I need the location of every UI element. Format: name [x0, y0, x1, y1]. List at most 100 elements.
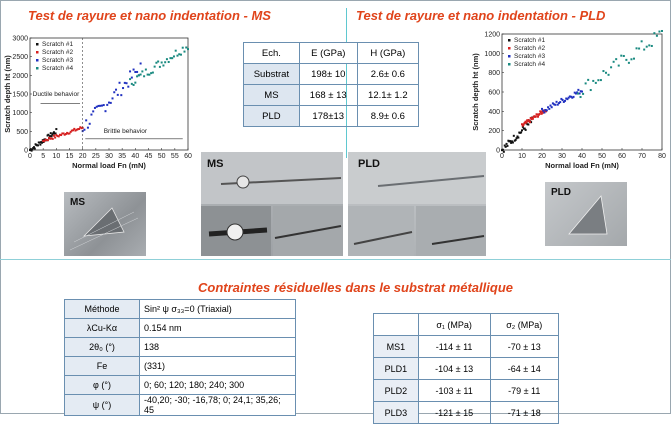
data-point — [62, 132, 65, 135]
legend-entry: Scratch #3 — [42, 57, 73, 64]
data-point — [577, 92, 579, 95]
data-point — [181, 46, 184, 49]
data-point — [127, 85, 130, 88]
data-point — [118, 81, 121, 84]
data-point — [549, 104, 552, 107]
x-tick-label: 25 — [92, 153, 100, 160]
data-point — [52, 134, 55, 137]
data-point — [97, 104, 100, 107]
data-point — [51, 137, 54, 140]
data-point — [104, 110, 107, 113]
divider-horizontal — [0, 259, 671, 260]
data-point — [185, 46, 188, 49]
data-point — [116, 93, 119, 96]
data-point — [524, 128, 527, 131]
photo-ms-scratch: MS — [201, 152, 343, 256]
table-cell: -70 ± 13 — [489, 335, 560, 358]
row-label: PLD2 — [373, 379, 419, 402]
data-point — [134, 81, 137, 84]
table-cell: -104 ± 13 — [417, 357, 491, 380]
y-tick-label: 500 — [16, 129, 28, 136]
data-point — [157, 60, 160, 63]
data-point — [61, 132, 64, 135]
table-row: Fe (331) — [64, 356, 296, 376]
table-row: MS1 -114 ± 11 -70 ± 13 — [373, 335, 560, 358]
data-point — [174, 49, 177, 52]
data-point — [538, 113, 541, 116]
data-point — [568, 95, 571, 98]
data-point — [63, 133, 66, 136]
data-point — [653, 32, 656, 35]
data-point — [73, 127, 76, 130]
table-row: 2θ₀ (°) 138 — [64, 337, 296, 357]
photo-label: PLD — [358, 158, 380, 170]
data-point — [86, 126, 89, 129]
legend-marker — [508, 55, 511, 58]
row-label: MS — [243, 84, 300, 106]
data-point — [565, 97, 568, 100]
x-tick-label: 80 — [658, 153, 666, 160]
x-axis-label: Normal load Fn (mN) — [72, 161, 146, 170]
data-point — [544, 108, 547, 111]
data-point — [129, 70, 132, 73]
y-tick-label: 1200 — [484, 32, 500, 39]
data-point — [36, 144, 39, 147]
row-label: Méthode — [64, 299, 140, 319]
table-cell: 8.9± 0.6 — [356, 105, 420, 127]
data-point — [120, 94, 123, 97]
data-point — [165, 58, 168, 61]
data-point — [554, 103, 557, 106]
x-tick-label: 20 — [79, 153, 87, 160]
legend-marker — [508, 63, 511, 66]
legend-entry: Scratch #2 — [514, 45, 545, 52]
data-point — [75, 128, 78, 131]
data-point — [129, 78, 132, 81]
data-point — [183, 50, 186, 53]
data-point — [547, 106, 550, 109]
data-point — [620, 54, 623, 57]
table-cell: 0.154 nm — [139, 318, 296, 338]
data-point — [50, 135, 53, 138]
data-point — [512, 134, 515, 137]
data-point — [521, 129, 523, 132]
table-cell: 178±13 — [298, 105, 358, 127]
data-point — [102, 104, 105, 107]
data-point — [187, 48, 189, 51]
table-cell: 198± 10 — [298, 63, 358, 85]
data-point — [169, 57, 172, 60]
x-tick-label: 40 — [578, 153, 586, 160]
data-point — [640, 40, 643, 43]
table-row: PLD 178±13 8.9± 0.6 — [243, 105, 420, 127]
row-label: 2θ₀ (°) — [64, 337, 140, 357]
data-point — [44, 138, 47, 141]
photo-pld-scratch: PLD — [348, 152, 486, 256]
data-point — [594, 81, 597, 84]
data-point — [141, 70, 144, 73]
table-cell: 0; 60; 120; 180; 240; 300 — [139, 375, 296, 395]
table-row: Substrat 198± 10 2.6± 0.6 — [243, 63, 420, 85]
table-cell: 12.1± 1.2 — [356, 84, 420, 106]
data-point — [578, 92, 581, 95]
data-point — [599, 79, 602, 82]
scratch-image — [201, 152, 343, 256]
photo-label: MS — [207, 158, 224, 170]
plot-area — [29, 37, 189, 151]
x-tick-label: 40 — [131, 153, 139, 160]
data-point — [531, 117, 534, 120]
data-point — [661, 29, 663, 32]
legend-marker — [508, 47, 511, 50]
table-row: PLD3 -121 ± 15 -71 ± 18 — [373, 401, 560, 424]
data-point — [560, 97, 563, 100]
data-point — [562, 100, 565, 103]
data-point — [57, 135, 60, 138]
data-point — [589, 89, 592, 92]
data-point — [32, 146, 35, 149]
row-label: PLD — [243, 105, 300, 127]
data-point — [576, 91, 579, 94]
row-label: PLD3 — [373, 401, 419, 424]
data-point — [638, 47, 641, 50]
title-ms: Test de rayure et nano indentation - MS — [28, 8, 271, 23]
data-point — [548, 107, 551, 110]
data-point — [125, 82, 128, 85]
legend-entry: Scratch #1 — [514, 37, 545, 44]
